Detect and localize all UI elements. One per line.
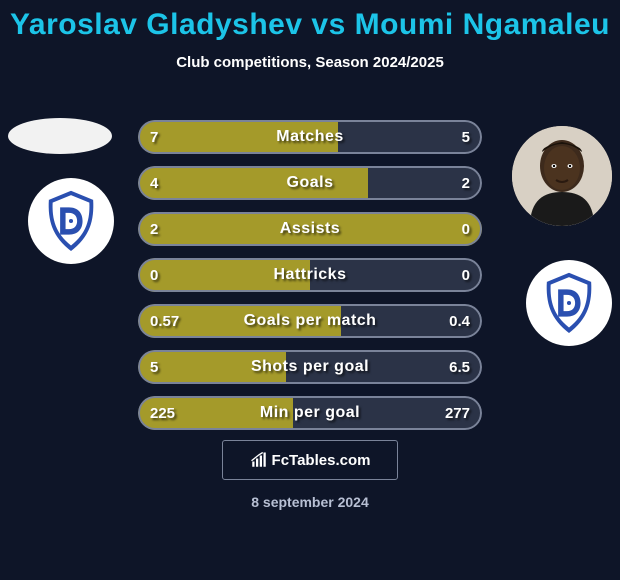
player-right-club-badge [526,260,612,346]
site-attribution[interactable]: FcTables.com [222,440,398,480]
stat-bars: Matches75 Goals42 Assists20 Hattricks00 Goal… [138,120,482,442]
dynamo-badge-icon [535,269,603,337]
footer-date: 8 september 2024 [251,494,369,510]
vs-separator: vs [303,8,355,41]
stat-row: Shots per goal56.5 [138,350,482,384]
stat-bar-right [286,350,482,384]
dynamo-badge-icon [37,187,105,255]
stat-row: Goals per match0.570.4 [138,304,482,338]
stat-bar-left [138,396,293,430]
comparison-card: Yaroslav Gladyshev vs Moumi Ngamaleu Clu… [0,0,620,580]
stat-bar-right [341,304,482,338]
stat-row: Matches75 [138,120,482,154]
stat-bar-right [310,258,482,292]
stat-bar-left [138,258,310,292]
stat-bar-right [293,396,482,430]
subtitle: Club competitions, Season 2024/2025 [0,54,620,71]
stat-bar-right [338,120,482,154]
stat-row: Min per goal225277 [138,396,482,430]
person-icon [512,126,612,226]
stat-bar-right [368,166,482,200]
stat-bar-left [138,304,341,338]
stat-bar-left [138,212,482,246]
stat-bar-left [138,120,338,154]
player-left-name: Yaroslav Gladyshev [10,8,303,41]
site-label: FcTables.com [272,452,371,469]
chart-icon [250,451,268,469]
stat-bar-left [138,350,286,384]
page-title: Yaroslav Gladyshev vs Moumi Ngamaleu [0,0,620,42]
stat-row: Goals42 [138,166,482,200]
player-left-club-badge [28,178,114,264]
player-right-avatar [512,126,612,226]
stat-row: Hattricks00 [138,258,482,292]
stat-bar-left [138,166,368,200]
player-right-name: Moumi Ngamaleu [355,8,610,41]
stat-row: Assists20 [138,212,482,246]
player-left-avatar [8,118,112,154]
